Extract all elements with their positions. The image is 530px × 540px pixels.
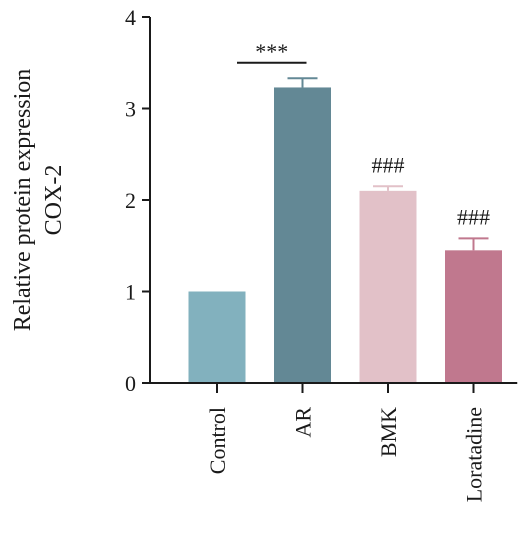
bar-bmk [359, 190, 417, 383]
y-tick-label-0: 0 [125, 371, 136, 396]
plot-area: 0 1 2 3 4 Control AR BMK Loratadine *** ### ### [125, 5, 518, 502]
x-tick-label-control: Control [205, 407, 230, 474]
bar-loratadine [445, 250, 502, 383]
x-tick-label-bmk: BMK [376, 407, 401, 457]
significance-label-2: ### [457, 205, 490, 230]
significance-label-0: *** [255, 39, 288, 64]
x-tick-label-ar: AR [291, 407, 316, 438]
x-tick-label-loratadine: Loratadine [462, 407, 487, 502]
y-axis-title-line-1: Relative protein expression [10, 69, 36, 332]
y-tick-label-2: 2 [125, 188, 136, 213]
significance-label-1: ### [372, 153, 405, 178]
bar-ar [274, 87, 331, 383]
bar-control [188, 291, 246, 383]
y-tick-label-4: 4 [125, 5, 136, 30]
y-tick-label-1: 1 [125, 280, 136, 305]
y-tick-label-3: 3 [125, 97, 136, 122]
y-axis-title-line-2: COX-2 [41, 165, 67, 236]
y-axis-title: Relative protein expression COX-2 [10, 69, 67, 332]
